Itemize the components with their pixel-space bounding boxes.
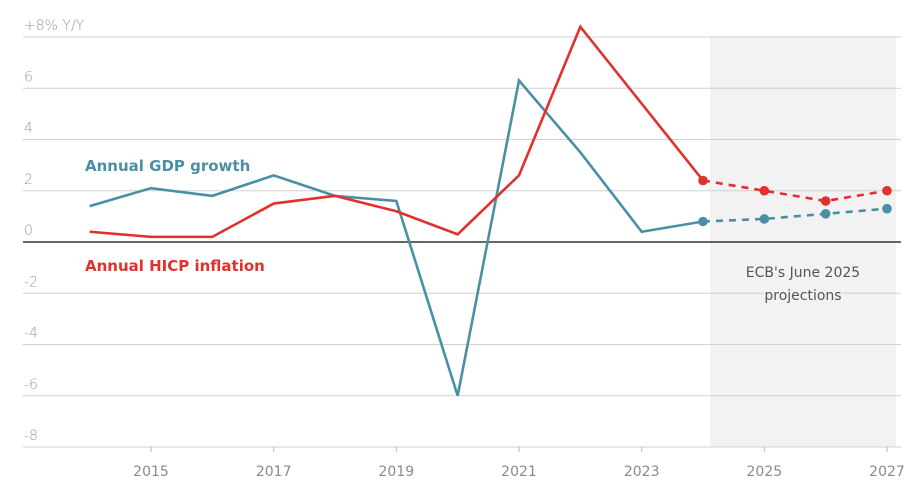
legend-hicp: Annual HICP inflation: [85, 257, 265, 275]
y-tick-label: +8% Y/Y: [24, 18, 85, 34]
y-tick-label: -6: [24, 377, 38, 393]
projection-annotation-line1: ECB's June 2025: [746, 265, 860, 281]
x-tick-label: 2021: [501, 464, 537, 480]
point-hicp-2024: [698, 175, 708, 186]
x-tick-label: 2025: [747, 464, 783, 480]
x-axis: 2015 2017 2019 2021 2023 2025 2027: [133, 447, 905, 480]
y-tick-label: 0: [24, 223, 33, 239]
x-tick-label: 2019: [379, 464, 415, 480]
y-tick-label: 4: [24, 121, 33, 137]
point-hicp-2025: [759, 185, 770, 196]
x-tick-label: 2027: [869, 464, 905, 480]
x-tick-label: 2015: [133, 464, 169, 480]
y-tick-label: -4: [24, 326, 38, 342]
line-gdp-projection: [702, 207, 888, 223]
point-hicp-2027: [882, 185, 892, 196]
line-hicp-projection: [702, 179, 888, 203]
y-tick-label: 2: [24, 172, 33, 188]
legend-gdp: Annual GDP growth: [85, 157, 250, 175]
y-axis-labels: +8% Y/Y 6 4 2 0 -2 -4 -6 -8: [24, 18, 85, 444]
point-gdp-2026: [820, 209, 831, 219]
point-gdp-2025: [759, 214, 770, 224]
x-tick-label: 2017: [256, 464, 292, 480]
line-gdp-actual: [89, 77, 704, 397]
projection-annotation-line2: projections: [764, 288, 841, 304]
y-tick-label: 6: [24, 69, 33, 85]
x-tick-label: 2023: [624, 464, 660, 480]
point-gdp-2024: [698, 216, 708, 227]
series-lines: [89, 24, 892, 397]
y-tick-label: -8: [24, 428, 38, 444]
point-gdp-2027: [882, 203, 892, 214]
line-hicp-actual: [89, 24, 705, 239]
point-hicp-2026: [820, 196, 831, 206]
y-tick-label: -2: [24, 274, 38, 290]
